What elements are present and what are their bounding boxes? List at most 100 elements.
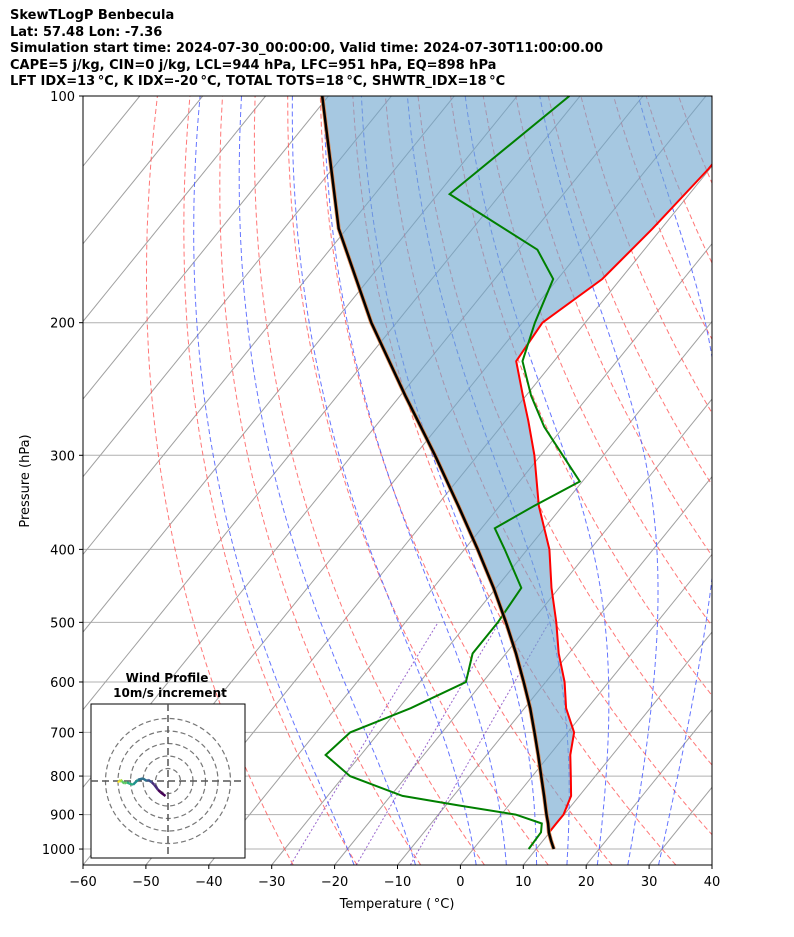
isotherm-line <box>711 864 712 865</box>
dry-adiabat-line <box>287 96 549 865</box>
x-tick-label: −40 <box>195 875 222 890</box>
hodograph-segment <box>142 777 148 783</box>
y-tick-label: 1000 <box>42 843 75 858</box>
wind-barb <box>711 504 712 506</box>
hodograph-segment <box>120 780 126 785</box>
wind-barb <box>711 205 712 207</box>
y-tick-label: 300 <box>50 449 75 464</box>
inset-title: Wind Profile <box>126 671 209 685</box>
wind-barb <box>712 87 752 98</box>
isotherm-line <box>83 96 266 323</box>
isotherm-line <box>648 786 712 865</box>
hodograph-segment <box>126 781 130 785</box>
hodograph-inset: Wind Profile 10m/s increment <box>90 671 246 859</box>
wind-barb <box>711 621 712 623</box>
isotherm-line <box>83 96 329 400</box>
x-tick-label: −20 <box>321 875 348 890</box>
chart-header: SkewTLogP Benbecula Lat: 57.48 Lon: -7.3… <box>10 8 780 91</box>
wind-barb <box>712 427 750 439</box>
wind-barb <box>712 361 750 373</box>
hodograph-segment <box>123 781 128 785</box>
wind-barb <box>711 822 712 824</box>
x-tick-label: −30 <box>258 875 285 890</box>
wind-barb <box>711 795 712 796</box>
wind-barb <box>711 248 712 250</box>
isotherm-line <box>522 631 712 865</box>
wind-barb <box>712 396 750 408</box>
wind-barb <box>711 321 712 323</box>
x-tick-label: −60 <box>69 875 96 890</box>
cape-area <box>322 96 712 829</box>
dewpoint-line <box>324 96 582 850</box>
moist-adiabat-line <box>323 96 507 865</box>
x-tick-label: 0 <box>456 875 464 890</box>
hodograph-segment <box>150 781 156 786</box>
temperature-line <box>515 162 712 850</box>
wind-barb <box>711 831 712 833</box>
y-tick-label: 700 <box>50 726 75 741</box>
wind-barb <box>711 287 712 289</box>
x-tick-label: −50 <box>132 875 159 890</box>
hodograph-segment <box>147 778 153 784</box>
hodograph-segment <box>145 778 149 782</box>
x-tick-label: 40 <box>704 875 721 890</box>
x-tick-label: −10 <box>384 875 411 890</box>
chart-title: SkewTLogP Benbecula <box>10 8 175 23</box>
y-tick-label: 900 <box>50 809 75 824</box>
hodograph-segment <box>159 791 167 797</box>
time-line: Simulation start time: 2024-07-30_00:00:… <box>10 41 603 56</box>
hodograph-segment <box>132 778 139 786</box>
wind-barb <box>711 848 712 850</box>
wind-barb <box>711 681 712 682</box>
dry-adiabat-line <box>146 96 294 865</box>
dry-adiabat-line <box>678 96 712 185</box>
wind-barb <box>711 168 712 169</box>
indices-line: LFT IDX=13 °C, K IDX=-20 °C, TOTAL TOTS=… <box>10 74 506 89</box>
y-tick-label: 400 <box>50 543 75 558</box>
x-tick-label: 20 <box>578 875 595 890</box>
y-tick-label: 600 <box>50 676 75 691</box>
wind-barb <box>711 813 712 815</box>
isotherm-line <box>334 398 712 865</box>
x-tick-label: 30 <box>641 875 658 890</box>
dry-adiabat-line <box>710 96 712 100</box>
wind-barb <box>711 652 712 654</box>
y-tick-label: 800 <box>50 770 75 785</box>
y-axis-label: Pressure (hPa) <box>18 434 33 527</box>
y-tick-label: 500 <box>50 616 75 631</box>
dry-adiabat-line <box>450 96 712 697</box>
dry-adiabat-line <box>183 96 358 865</box>
hodograph-segment <box>137 777 144 781</box>
x-axis-label: Temperature ( °C) <box>339 897 455 912</box>
cape-line: CAPE=5 j/kg, CIN=0 j/kg, LCL=944 hPa, LF… <box>10 57 497 73</box>
wind-barb <box>711 840 712 841</box>
wind-barb <box>711 731 712 733</box>
wind-barb <box>711 548 712 550</box>
wind-barb <box>711 454 712 456</box>
moist-adiabat-line <box>637 96 712 865</box>
dry-adiabat-line <box>744 96 794 865</box>
moist-adiabat-line <box>291 96 477 865</box>
dry-adiabat-line <box>776 96 794 865</box>
isotherm-line <box>83 96 392 478</box>
hodograph-segment <box>153 784 159 791</box>
dry-adiabat-line <box>219 96 422 865</box>
dry-adiabat-line <box>319 96 613 865</box>
parcel-line <box>320 96 555 850</box>
x-tick-label: 10 <box>515 875 532 890</box>
isotherm-line <box>83 96 204 245</box>
y-tick-label: 200 <box>50 317 75 332</box>
y-tick-label: 100 <box>50 90 75 105</box>
wind-barb <box>711 775 712 777</box>
moist-adiabat-line <box>238 96 416 865</box>
dry-adiabat-line <box>253 96 485 865</box>
location-line: Lat: 57.48 Lon: -7.36 <box>10 24 163 40</box>
wind-barb <box>711 132 712 134</box>
moist-adiabat-line <box>193 96 355 865</box>
isotherm-line <box>271 320 712 865</box>
moist-adiabat-line <box>464 96 610 865</box>
mixing-ratio-line <box>355 622 500 865</box>
isotherm-line <box>585 708 712 865</box>
hodograph-segment <box>128 782 134 786</box>
